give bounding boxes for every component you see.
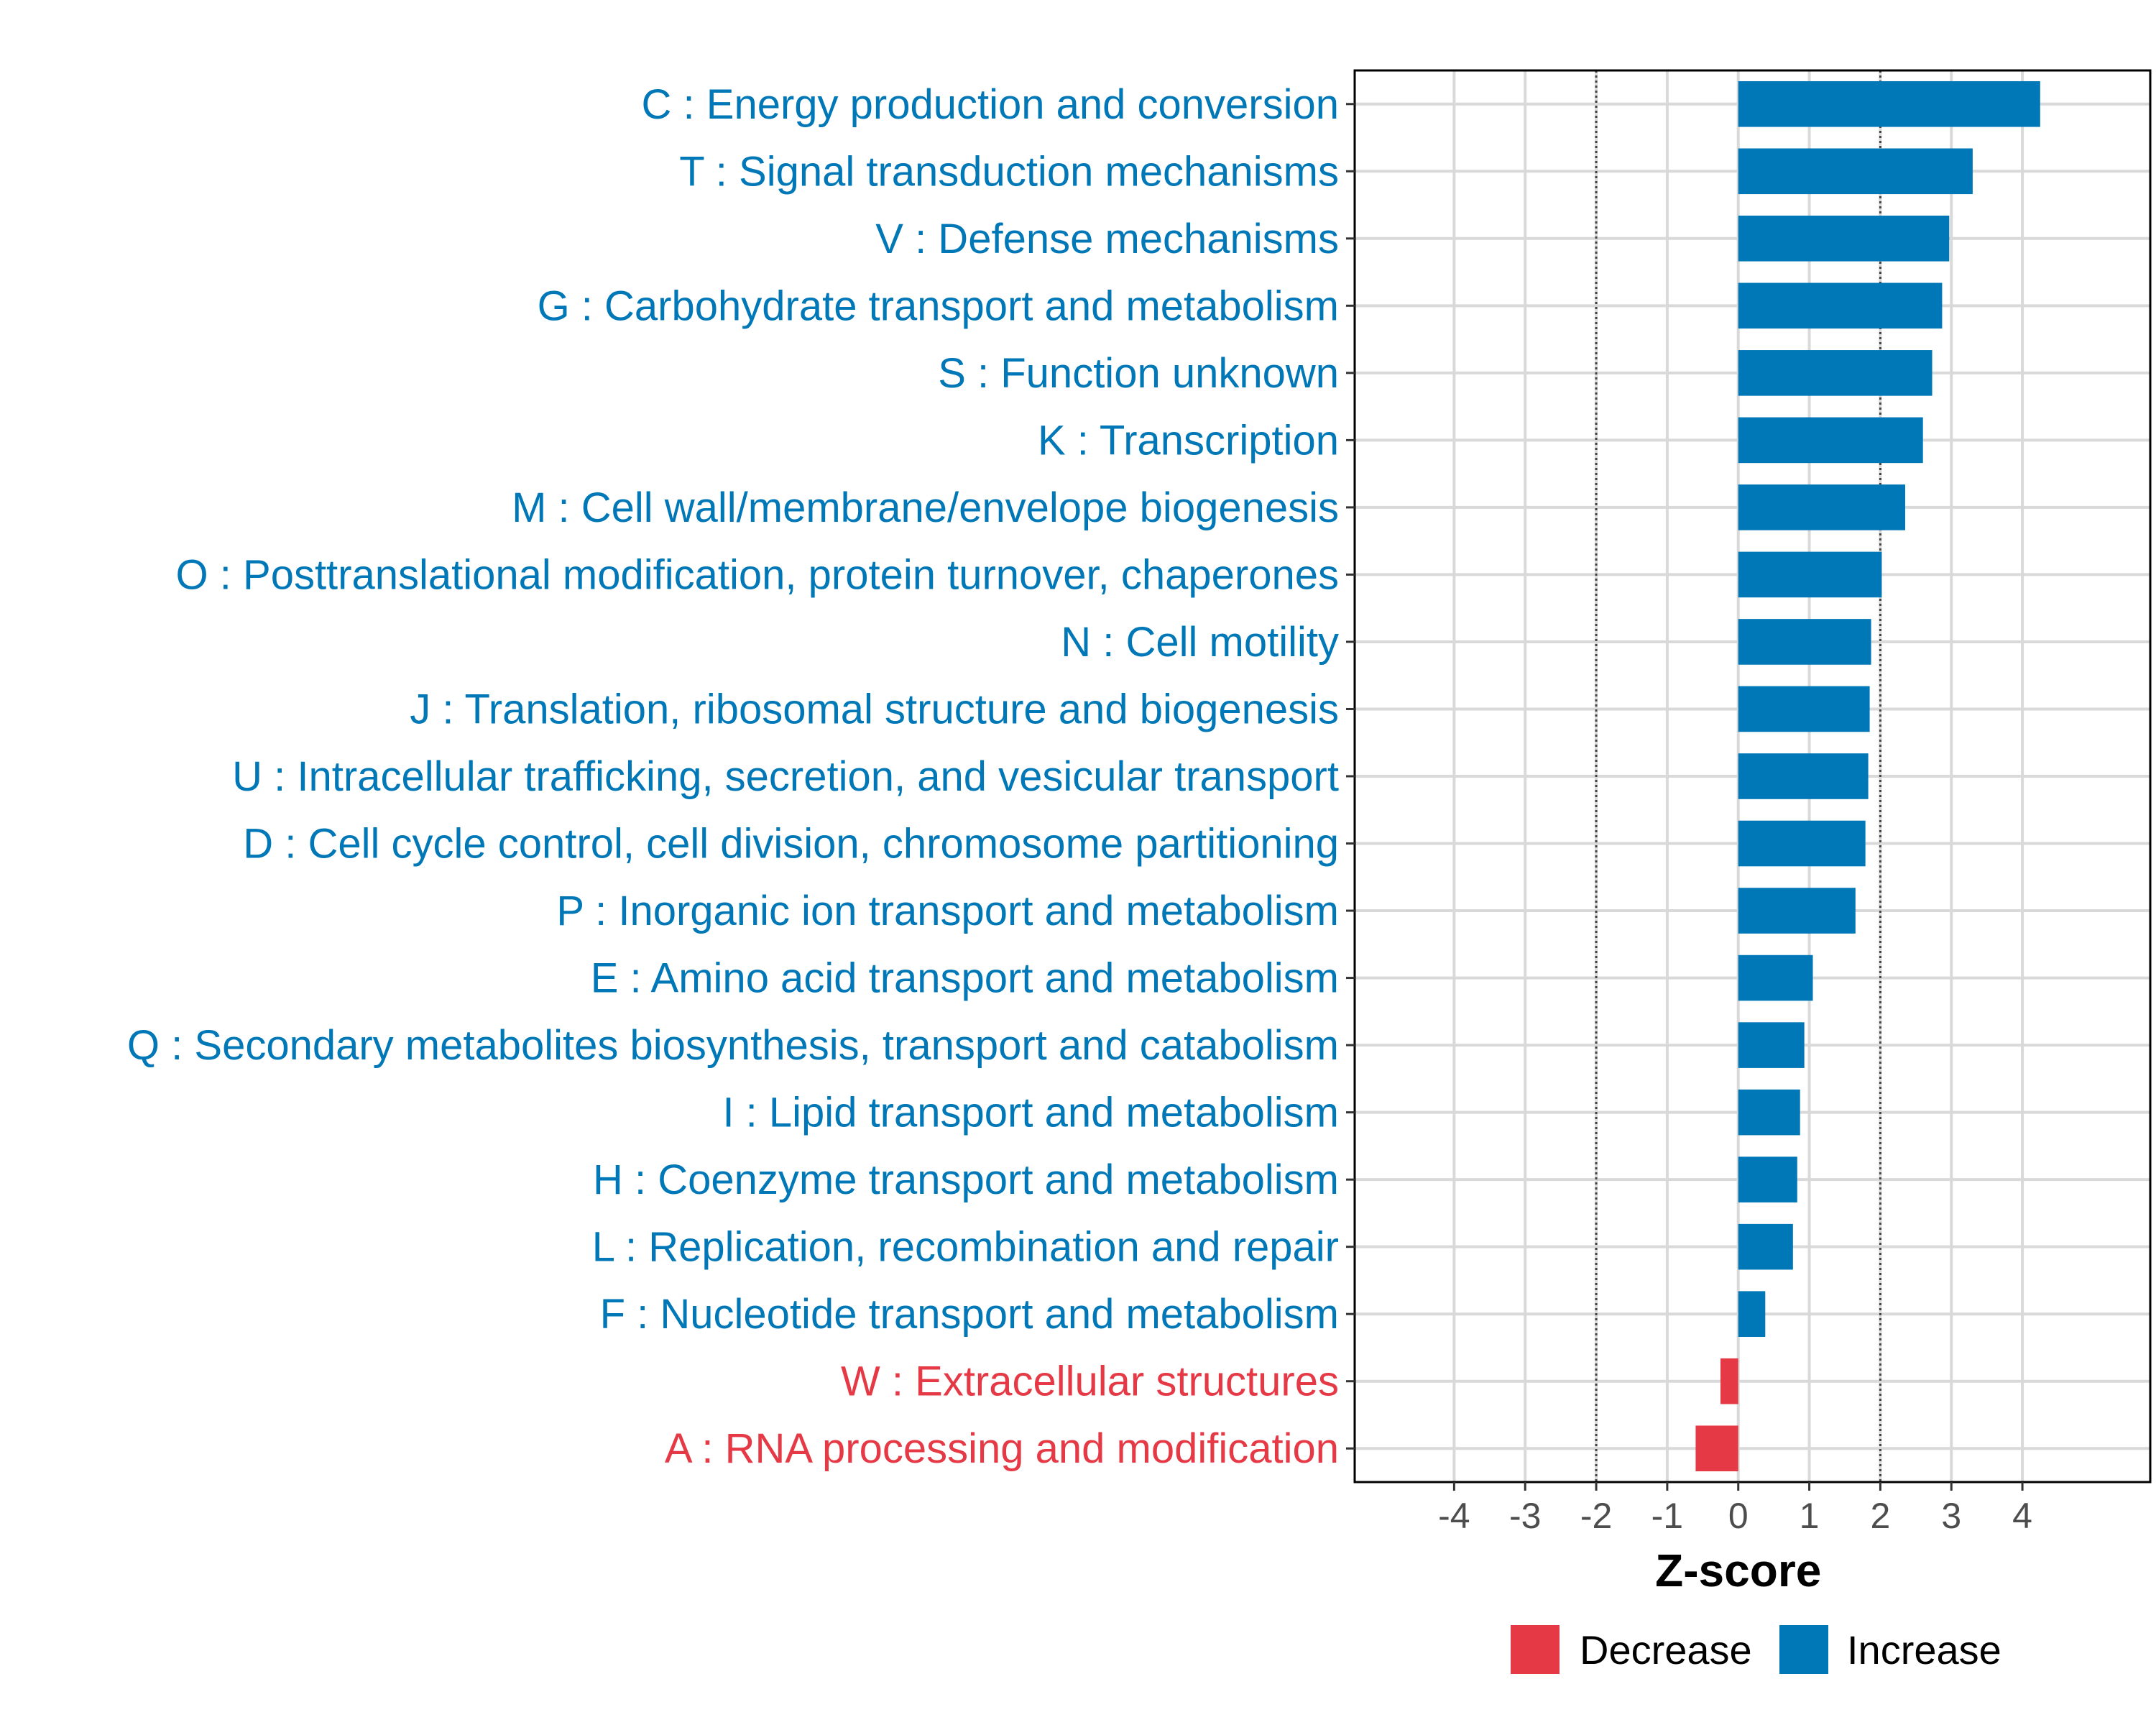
bar	[1738, 1022, 1805, 1068]
x-axis-ticks: -4 -3 -2 -1 0 1 2 3 4	[1438, 1482, 2032, 1536]
x-tick-label: -3	[1509, 1496, 1541, 1536]
bar	[1738, 753, 1869, 799]
bar	[1738, 417, 1923, 464]
bar	[1695, 1425, 1738, 1472]
category-label: S : Function unknown	[938, 350, 1339, 397]
bar	[1738, 350, 1932, 396]
bar	[1738, 888, 1856, 934]
x-tick-label: 2	[1871, 1496, 1891, 1536]
category-label: M : Cell wall/membrane/envelope biogenes…	[512, 484, 1339, 531]
category-label: I : Lipid transport and metabolism	[722, 1090, 1339, 1136]
category-label: F : Nucleotide transport and metabolism	[600, 1291, 1339, 1338]
category-label: Q : Secondary metabolites biosynthesis, …	[127, 1022, 1339, 1069]
category-labels: C : Energy production and conversion T : …	[127, 81, 1339, 1472]
legend-label-decrease: Decrease	[1580, 1627, 1752, 1673]
legend: Decrease Increase	[1511, 1625, 2001, 1674]
category-label: H : Coenzyme transport and metabolism	[593, 1156, 1339, 1203]
bar	[1738, 1089, 1800, 1136]
category-label: O : Posttranslational modification, prot…	[176, 551, 1339, 598]
legend-swatch-increase	[1779, 1625, 1828, 1674]
bar	[1738, 282, 1943, 329]
category-label: K : Transcription	[1038, 417, 1339, 464]
x-axis-title: Z-score	[1655, 1545, 1821, 1596]
bar	[1738, 954, 1813, 1001]
category-label: N : Cell motility	[1061, 619, 1339, 666]
legend-swatch-decrease	[1511, 1625, 1560, 1674]
category-label: W : Extracellular structures	[841, 1358, 1339, 1405]
category-label: L : Replication, recombination and repai…	[592, 1224, 1339, 1271]
category-label: C : Energy production and conversion	[642, 81, 1339, 128]
x-tick-label: 0	[1728, 1496, 1749, 1536]
bar	[1738, 216, 1950, 262]
category-label: D : Cell cycle control, cell division, c…	[243, 821, 1339, 868]
bar	[1738, 551, 1882, 598]
bar	[1738, 619, 1871, 665]
bar	[1738, 820, 1866, 867]
category-label: E : Amino acid transport and metabolism	[591, 955, 1339, 1002]
bar	[1738, 484, 1906, 530]
category-label: G : Carbohydrate transport and metabolis…	[538, 282, 1339, 329]
x-tick-label: 3	[1941, 1496, 1961, 1536]
reference-lines	[1595, 70, 1881, 1482]
legend-label-increase: Increase	[1847, 1627, 2001, 1673]
y-axis-ticks	[1346, 103, 1355, 1450]
x-tick-label: 4	[2012, 1496, 2032, 1536]
category-label: T : Signal transduction mechanisms	[679, 148, 1339, 195]
x-tick-label: 1	[1800, 1496, 1820, 1536]
category-label: P : Inorganic ion transport and metaboli…	[556, 888, 1339, 934]
bar	[1738, 1223, 1793, 1270]
bar	[1738, 80, 2040, 127]
bars	[1695, 80, 2040, 1472]
bar	[1720, 1358, 1738, 1404]
x-tick-label: -4	[1438, 1496, 1470, 1536]
x-tick-label: -1	[1651, 1496, 1683, 1536]
category-label: U : Intracellular trafficking, secretion…	[232, 753, 1339, 800]
bar	[1738, 1156, 1797, 1202]
x-tick-label: -2	[1580, 1496, 1612, 1536]
bar	[1738, 148, 1973, 195]
category-label: J : Translation, ribosomal structure and…	[410, 686, 1339, 732]
bar	[1738, 686, 1870, 732]
category-label: V : Defense mechanisms	[875, 216, 1339, 262]
bar	[1738, 1291, 1766, 1337]
category-label: A : RNA processing and modification	[665, 1425, 1339, 1472]
